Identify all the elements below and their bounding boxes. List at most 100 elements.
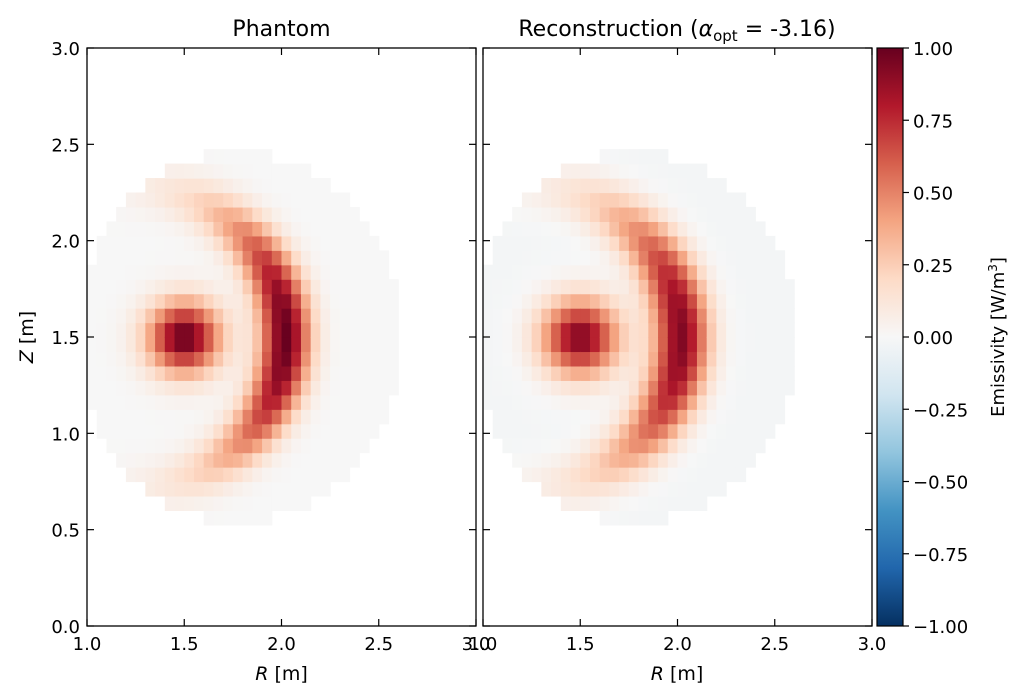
heatmap-cell: [600, 366, 610, 381]
heatmap-cell: [243, 438, 253, 453]
heatmap-cell: [765, 380, 775, 395]
reconstruction-x-axis-variable: R: [651, 663, 664, 685]
heatmap-cell: [330, 221, 340, 236]
heatmap-cell: [262, 149, 272, 164]
heatmap-cell: [658, 438, 668, 453]
heatmap-cell: [736, 193, 746, 208]
heatmap-cell: [194, 279, 204, 294]
heatmap-cell: [522, 380, 532, 395]
heatmap-cell: [204, 308, 214, 323]
heatmap-cell: [301, 164, 311, 179]
heatmap-cell: [678, 221, 688, 236]
heatmap-cell: [658, 380, 668, 395]
heatmap-cell: [658, 482, 668, 497]
heatmap-cell: [126, 424, 136, 439]
heatmap-cell: [145, 482, 155, 497]
heatmap-cell: [502, 409, 512, 424]
heatmap-cell: [262, 366, 272, 381]
heatmap-cell: [687, 294, 697, 309]
heatmap-cell: [136, 351, 146, 366]
heatmap-cell: [658, 250, 668, 265]
y-axis-variable: Z: [16, 349, 38, 364]
heatmap-cell: [687, 279, 697, 294]
heatmap-cell: [697, 482, 707, 497]
heatmap-cell: [272, 221, 282, 236]
heatmap-cell: [340, 250, 350, 265]
heatmap-cell: [291, 482, 301, 497]
heatmap-cell: [262, 409, 272, 424]
heatmap-cell: [233, 193, 243, 208]
heatmap-cell: [262, 193, 272, 208]
heatmap-cell: [330, 453, 340, 468]
heatmap-cell: [678, 265, 688, 280]
heatmap-cell: [175, 193, 185, 208]
heatmap-cell: [707, 265, 717, 280]
heatmap-cell: [301, 337, 311, 352]
heatmap-cell: [512, 453, 522, 468]
heatmap-cell: [707, 279, 717, 294]
heatmap-cell: [204, 438, 214, 453]
heatmap-cell: [775, 294, 785, 309]
heatmap-cell: [707, 453, 717, 468]
heatmap-cell: [126, 294, 136, 309]
heatmap-cell: [184, 265, 194, 280]
heatmap-cell: [532, 294, 542, 309]
y-axis-label: Z [m]: [16, 311, 38, 364]
heatmap-cell: [213, 453, 223, 468]
heatmap-cell: [252, 395, 262, 410]
heatmap-cell: [136, 236, 146, 251]
heatmap-cell: [609, 164, 619, 179]
heatmap-cell: [532, 250, 542, 265]
heatmap-cell: [282, 265, 292, 280]
heatmap-cell: [716, 250, 726, 265]
heatmap-cell: [609, 178, 619, 193]
heatmap-cell: [619, 265, 629, 280]
heatmap-cell: [629, 380, 639, 395]
heatmap-cell: [204, 279, 214, 294]
heatmap-cell: [716, 482, 726, 497]
heatmap-cell: [668, 351, 678, 366]
heatmap-cell: [512, 438, 522, 453]
heatmap-cell: [522, 250, 532, 265]
heatmap-cell: [736, 409, 746, 424]
heatmap-cell: [282, 395, 292, 410]
heatmap-cell: [658, 351, 668, 366]
heatmap-cell: [116, 409, 126, 424]
heatmap-cell: [619, 337, 629, 352]
heatmap-cell: [580, 265, 590, 280]
heatmap-cell: [311, 221, 321, 236]
heatmap-cell: [233, 380, 243, 395]
heatmap-cell: [629, 395, 639, 410]
heatmap-cell: [561, 207, 571, 222]
heatmap-cell: [320, 409, 330, 424]
heatmap-cell: [541, 380, 551, 395]
heatmap-cell: [726, 207, 736, 222]
heatmap-cell: [736, 323, 746, 338]
heatmap-cell: [697, 438, 707, 453]
heatmap-cell: [541, 207, 551, 222]
heatmap-cell: [379, 409, 389, 424]
heatmap-cell: [213, 510, 223, 525]
heatmap-cell: [184, 236, 194, 251]
heatmap-cell: [648, 221, 658, 236]
heatmap-cell: [590, 279, 600, 294]
heatmap-cell: [282, 236, 292, 251]
heatmap-cell: [726, 265, 736, 280]
heatmap-cell: [311, 337, 321, 352]
heatmap-cell: [571, 323, 581, 338]
heatmap-cell: [697, 380, 707, 395]
heatmap-cell: [145, 265, 155, 280]
heatmap-cell: [175, 221, 185, 236]
heatmap-cell: [136, 250, 146, 265]
heatmap-cell: [639, 366, 649, 381]
heatmap-cell: [116, 395, 126, 410]
heatmap-cell: [590, 193, 600, 208]
heatmap-cell: [619, 323, 629, 338]
heatmap-cell: [784, 337, 794, 352]
heatmap-cell: [687, 395, 697, 410]
heatmap-cell: [502, 221, 512, 236]
heatmap-cell: [291, 467, 301, 482]
heatmap-cell: [532, 193, 542, 208]
heatmap-cell: [502, 308, 512, 323]
heatmap-cell: [726, 467, 736, 482]
